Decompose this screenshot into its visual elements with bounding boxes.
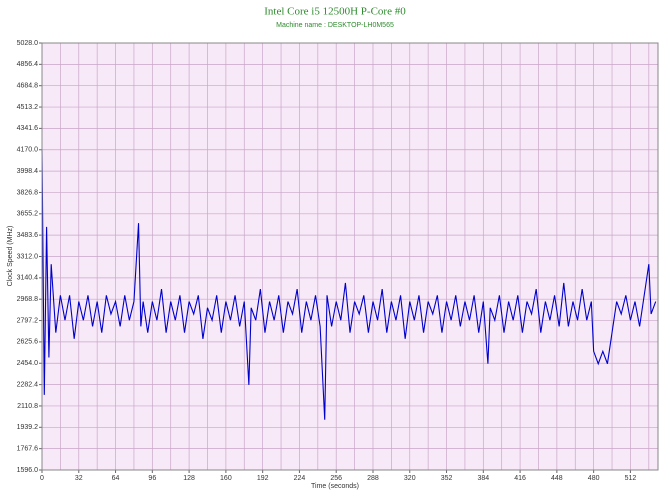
y-tick-label: 3312.0 — [17, 253, 39, 260]
x-tick-label: 192 — [257, 475, 269, 482]
x-tick-label: 64 — [112, 475, 120, 482]
y-tick-label: 3483.6 — [17, 232, 39, 239]
x-tick-label: 256 — [330, 475, 342, 482]
y-tick-label: 4684.8 — [17, 83, 39, 90]
y-tick-label: 5028.0 — [17, 40, 39, 47]
y-tick-label: 3998.4 — [17, 168, 39, 175]
plot-border — [41, 42, 659, 471]
y-tick-label: 4856.4 — [17, 61, 39, 68]
x-tick-label: 160 — [220, 475, 232, 482]
x-tick-label: 224 — [294, 475, 306, 482]
y-axis-label: Clock Speed (MHz) — [7, 226, 14, 287]
chart-subtitle: Machine name : DESKTOP-LH0M565 — [276, 22, 394, 29]
x-tick-label: 448 — [551, 475, 563, 482]
x-tick-label: 96 — [148, 475, 156, 482]
y-tick-label: 4341.6 — [17, 125, 39, 132]
data-line — [41, 149, 657, 420]
x-axis-label: Time (seconds) — [311, 483, 359, 490]
y-tick-label: 4513.2 — [17, 104, 39, 111]
x-tick-label: 384 — [477, 475, 489, 482]
x-tick-label: 0 — [40, 475, 44, 482]
y-tick-label: 3655.2 — [17, 211, 39, 218]
y-tick-label: 2625.6 — [17, 339, 39, 346]
y-tick-label: 1596.0 — [17, 467, 39, 474]
y-tick-label: 2454.0 — [17, 360, 39, 367]
x-tick-label: 416 — [514, 475, 526, 482]
y-tick-label: 3140.4 — [17, 275, 39, 282]
y-tick-label: 2797.2 — [17, 317, 39, 324]
x-tick-label: 128 — [183, 475, 195, 482]
y-tick-label: 1939.2 — [17, 424, 39, 431]
x-tick-label: 480 — [588, 475, 600, 482]
y-tick-label: 2110.8 — [17, 403, 38, 410]
y-tick-label: 4170.0 — [17, 147, 39, 154]
y-tick-label: 2282.4 — [17, 381, 39, 388]
x-tick-label: 352 — [441, 475, 453, 482]
chart-title: Intel Core i5 12500H P-Core #0 — [264, 6, 406, 18]
x-tick-label: 320 — [404, 475, 416, 482]
x-tick-label: 288 — [367, 475, 379, 482]
y-tick-label: 3826.8 — [17, 189, 39, 196]
x-tick-label: 32 — [75, 475, 83, 482]
x-tick-label: 512 — [625, 475, 637, 482]
y-tick-label: 1767.6 — [17, 445, 39, 452]
y-tick-label: 2968.8 — [17, 296, 39, 303]
